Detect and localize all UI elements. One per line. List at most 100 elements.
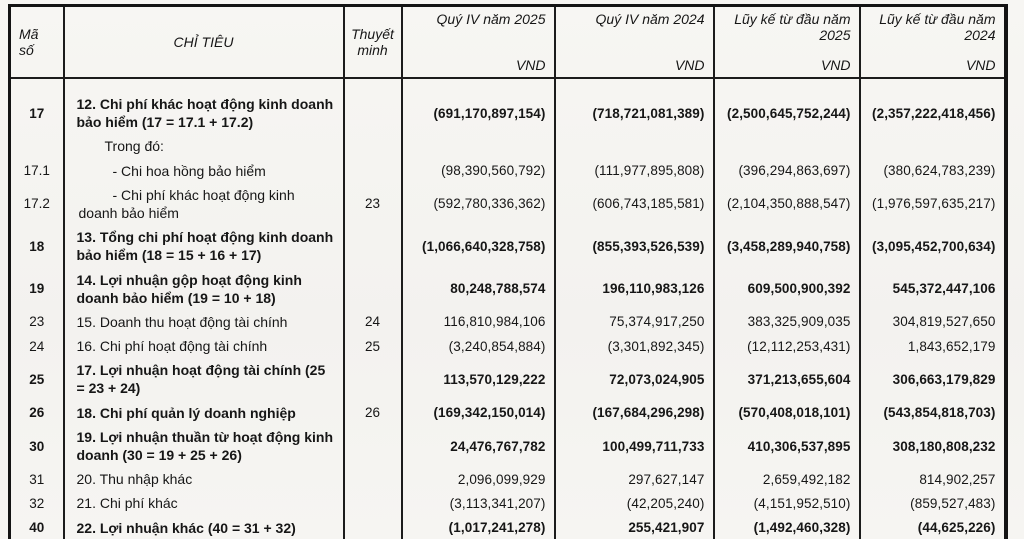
code-cell: 17 (8, 78, 65, 135)
note-cell (342, 134, 403, 159)
header-unit-ytd-2025: VND (820, 57, 851, 73)
value-cell-ytd-2024: (380,624,783,239) (858, 158, 1007, 183)
value-cell-q4-2025: 2,096,099,929 (400, 467, 556, 492)
value-cell-ytd-2024: 308,180,808,232 (858, 424, 1007, 468)
table-row: Trong đó: (8, 134, 1007, 159)
code-cell: 24 (8, 334, 65, 359)
label-cell: 22. Lợi nhuận khác (40 = 31 + 32) (62, 515, 345, 539)
label-cell: - Chi phí khác hoạt động kinh doanh bảo … (62, 182, 345, 226)
table-row: 24 16. Chi phí hoạt động tài chính 25 (3… (8, 334, 1007, 359)
value-cell-ytd-2024: (543,854,818,703) (858, 400, 1007, 425)
header-luy-ke-2024: Lũy kế từ đầu năm 2024 VND (858, 5, 1007, 79)
table-row: 31 20. Thu nhập khác 2,096,099,929 297,6… (8, 467, 1007, 492)
header-unit-ytd-2024: VND (965, 57, 996, 73)
value-cell-ytd-2025: (2,500,645,752,244) (712, 78, 861, 135)
value-cell-q4-2025: (1,066,640,328,758) (400, 225, 556, 268)
note-cell (342, 225, 403, 268)
note-cell: 24 (342, 309, 403, 335)
label-cell: 16. Chi phí hoạt động tài chính (62, 334, 345, 359)
code-cell: 30 (8, 424, 65, 468)
note-cell: 23 (342, 182, 403, 226)
value-cell-ytd-2024: 1,843,652,179 (858, 334, 1007, 359)
value-cell-q4-2024: (3,301,892,345) (553, 334, 715, 359)
label-cell: 19. Lợi nhuận thuần từ hoạt động kinh do… (62, 424, 345, 468)
value-cell-q4-2024: 297,627,147 (553, 467, 715, 492)
label-cell: 20. Thu nhập khác (62, 467, 345, 492)
note-cell (342, 78, 403, 135)
code-cell: 17.2 (8, 182, 65, 226)
value-cell-ytd-2024: (2,357,222,418,456) (858, 78, 1007, 135)
value-cell-q4-2025: (691,170,897,154) (400, 78, 556, 135)
table-row: 32 21. Chi phí khác (3,113,341,207) (42,… (8, 491, 1007, 516)
table-header: Mã số CHỈ TIÊU Thuyết minh Quý IV năm 20… (8, 5, 1007, 79)
value-cell-q4-2025: (3,240,854,884) (400, 334, 556, 359)
value-cell-ytd-2024 (858, 134, 1007, 159)
code-cell: 32 (8, 491, 65, 516)
value-cell-q4-2025: 113,570,129,222 (400, 358, 556, 401)
value-cell-q4-2025: (169,342,150,014) (400, 400, 556, 425)
label-cell: 14. Lợi nhuận gộp hoạt động kinh doanh b… (62, 267, 345, 310)
code-cell: 26 (8, 400, 65, 425)
table-row: 23 15. Doanh thu hoạt động tài chính 24 … (8, 309, 1007, 335)
note-cell: 25 (342, 334, 403, 359)
value-cell-q4-2025: (592,780,336,362) (400, 182, 556, 226)
value-cell-q4-2025: 80,248,788,574 (400, 267, 556, 310)
table-row: 18 13. Tổng chi phí hoạt động kinh doanh… (8, 225, 1007, 268)
note-cell (342, 267, 403, 310)
code-cell: 31 (8, 467, 65, 492)
value-cell-q4-2025: 24,476,767,782 (400, 424, 556, 468)
value-cell-q4-2024: (167,684,296,298) (553, 400, 715, 425)
value-cell-ytd-2025: 2,659,492,182 (712, 467, 861, 492)
note-cell (342, 467, 403, 492)
value-cell-q4-2025: (1,017,241,278) (400, 515, 556, 539)
header-period-q4-2025: Quý IV năm 2025 (436, 11, 546, 27)
table-row: 17.2 - Chi phí khác hoạt động kinh doanh… (8, 182, 1007, 226)
value-cell-q4-2024: (718,721,081,389) (553, 78, 715, 135)
value-cell-ytd-2024: 545,372,447,106 (858, 267, 1007, 310)
header-unit-q4-2024: VND (674, 57, 705, 73)
financial-table: Mã số CHỈ TIÊU Thuyết minh Quý IV năm 20… (8, 4, 1008, 539)
value-cell-ytd-2025: (12,112,253,431) (712, 334, 861, 359)
header-period-ytd-2025: Lũy kế từ đầu năm 2025 (734, 11, 851, 44)
table-body: 17 12. Chi phí khác hoạt động kinh doanh… (8, 78, 1007, 539)
table-row: 25 17. Lợi nhuận hoạt động tài chính (25… (8, 358, 1007, 401)
value-cell-q4-2024: (855,393,526,539) (553, 225, 715, 268)
value-cell-ytd-2025: 410,306,537,895 (712, 424, 861, 468)
value-cell-q4-2024: (42,205,240) (553, 491, 715, 516)
value-cell-ytd-2025: (4,151,952,510) (712, 491, 861, 516)
value-cell-ytd-2025: (3,458,289,940,758) (712, 225, 861, 268)
value-cell-q4-2024: 72,073,024,905 (553, 358, 715, 401)
header-row: Mã số CHỈ TIÊU Thuyết minh Quý IV năm 20… (8, 5, 1007, 79)
value-cell-ytd-2025: (396,294,863,697) (712, 158, 861, 183)
label-cell: 18. Chi phí quản lý doanh nghiệp (62, 400, 345, 425)
code-cell: 25 (8, 358, 65, 401)
code-cell: 17.1 (8, 158, 65, 183)
label-cell: 15. Doanh thu hoạt động tài chính (62, 309, 345, 335)
header-period-ytd-2024: Lũy kế từ đầu năm 2024 (879, 11, 996, 44)
value-cell-q4-2024 (553, 134, 715, 159)
value-cell-ytd-2025: (1,492,460,328) (712, 515, 861, 539)
note-cell (342, 424, 403, 468)
note-cell (342, 358, 403, 401)
value-cell-q4-2025: 116,810,984,106 (400, 309, 556, 335)
note-cell (342, 158, 403, 183)
label-cell: Trong đó: (62, 134, 345, 159)
header-ma-so: Mã số (8, 5, 65, 79)
value-cell-ytd-2025: (570,408,018,101) (712, 400, 861, 425)
table-row: 17 12. Chi phí khác hoạt động kinh doanh… (8, 78, 1007, 135)
code-cell (8, 134, 65, 159)
value-cell-ytd-2025: 383,325,909,035 (712, 309, 861, 335)
header-unit-q4-2025: VND (515, 57, 546, 73)
value-cell-q4-2025 (400, 134, 556, 159)
code-cell: 19 (8, 267, 65, 310)
header-quy-iv-2025: Quý IV năm 2025 VND (400, 5, 556, 79)
table-row: 40 22. Lợi nhuận khác (40 = 31 + 32) (1,… (8, 515, 1007, 539)
value-cell-q4-2024: 75,374,917,250 (553, 309, 715, 335)
value-cell-ytd-2025: (2,104,350,888,547) (712, 182, 861, 226)
value-cell-ytd-2024: (859,527,483) (858, 491, 1007, 516)
label-cell: 21. Chi phí khác (62, 491, 345, 516)
value-cell-ytd-2024: (44,625,226) (858, 515, 1007, 539)
label-cell: - Chi hoa hồng bảo hiểm (62, 158, 345, 183)
value-cell-ytd-2024: 306,663,179,829 (858, 358, 1007, 401)
